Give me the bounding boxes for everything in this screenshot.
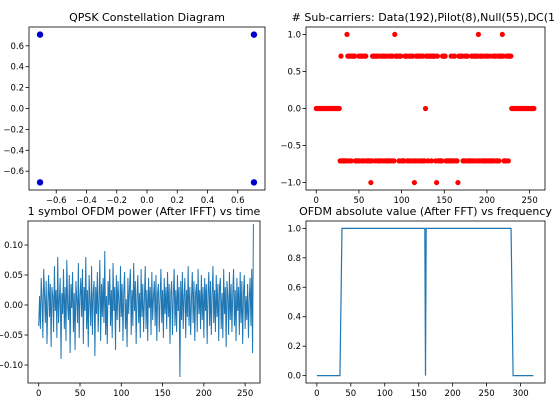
subcarrier-data-point: [454, 158, 460, 164]
chart-title: 1 symbol OFDM power (After IFFT) vs time: [28, 205, 261, 218]
x-tick-label: 250: [522, 196, 538, 206]
plot-area: [38, 223, 254, 378]
y-tick-label: 0.6: [10, 42, 24, 52]
x-tick-label: −0.4: [76, 196, 97, 206]
y-tick-label: −1.0: [280, 179, 301, 189]
x-tick-label: 0: [314, 389, 319, 399]
y-tick-label: 0.00: [4, 301, 23, 311]
subcarrier-data-point: [434, 53, 441, 59]
chart-title: # Sub-carriers: Data(192),Pilot(8),Null(…: [292, 11, 555, 24]
x-tick-label: 0.0: [140, 196, 154, 206]
x-tick-label: 0: [36, 389, 41, 399]
subcarrier-dc-point: [422, 105, 429, 112]
plot-area: [316, 227, 534, 377]
x-tick-label: 250: [478, 389, 494, 399]
fft-magnitude-line: [316, 227, 534, 377]
x-tick-label: 0.2: [170, 196, 184, 206]
y-tick-label: 0.8: [287, 254, 301, 264]
x-tick-label: 200: [196, 389, 212, 399]
y-tick-label: 1.0: [287, 224, 301, 234]
x-tick-label: 150: [436, 196, 452, 206]
x-tick-label: −0.6: [46, 196, 67, 206]
subcarrier-data-point: [442, 53, 448, 59]
subcarrier-pilot-point: [411, 179, 418, 186]
subcarrier-null-point: [531, 105, 537, 112]
plot-area: [36, 31, 258, 186]
subcarrier-data-point: [348, 158, 354, 164]
subcarrier-pilot-point: [475, 31, 482, 38]
constellation-point: [250, 31, 258, 38]
x-tick-label: −0.2: [106, 196, 127, 206]
subcarrier-data-point: [391, 158, 397, 164]
subcarrier-data-point: [464, 53, 470, 59]
subcarrier-data-point: [338, 53, 344, 59]
y-tick-label: −0.5: [280, 142, 301, 152]
x-tick-label: 0: [314, 196, 319, 206]
subcarrier-pilot-point: [499, 31, 505, 38]
y-tick-label: 0.4: [10, 63, 24, 73]
y-tick-label: 0.6: [287, 283, 301, 293]
constellation-point: [36, 31, 44, 38]
subcarrier-data-point: [496, 158, 502, 164]
subcarrier-data-point: [439, 158, 445, 164]
x-tick-label: 200: [479, 196, 495, 206]
y-tick-label: −0.6: [3, 167, 24, 177]
x-tick-label: 150: [411, 389, 427, 399]
subcarrier-pilot-point: [455, 179, 461, 186]
plot-area: [313, 31, 537, 186]
chart-title: OFDM absolute value (After FFT) vs frequ…: [299, 205, 552, 218]
x-tick-label: 0.6: [231, 196, 245, 206]
x-tick-label: 100: [113, 389, 129, 399]
x-tick-label: 0.4: [201, 196, 215, 206]
constellation-point: [36, 179, 44, 186]
subcarrier-pilot-point: [344, 31, 350, 38]
subcarrier-data-point: [398, 53, 404, 59]
subcarrier-pilot-point: [368, 179, 374, 186]
subplot-4: OFDM absolute value (After FFT) vs frequ…: [287, 205, 552, 399]
y-tick-label: 0.05: [4, 271, 23, 281]
subcarrier-data-point: [363, 53, 369, 59]
subcarrier-data-point: [508, 53, 514, 59]
subplot-3: 1 symbol OFDM power (After IFFT) vs time…: [0, 205, 261, 399]
subcarrier-pilot-point: [433, 179, 440, 186]
subcarrier-data-point: [428, 158, 435, 164]
x-tick-label: 50: [75, 389, 86, 399]
subcarrier-data-point: [505, 158, 511, 164]
plot-frame: [305, 220, 546, 384]
chart-title: QPSK Constellation Diagram: [69, 11, 225, 24]
subcarrier-data-point: [352, 53, 358, 59]
y-tick-label: 0.2: [10, 84, 24, 94]
power-series-line: [38, 223, 254, 378]
x-tick-label: 200: [445, 389, 461, 399]
x-tick-label: 150: [154, 389, 170, 399]
y-tick-label: 0.0: [10, 105, 24, 115]
x-tick-label: 250: [237, 389, 253, 399]
x-tick-label: 100: [393, 196, 409, 206]
y-tick-label: 1.0: [287, 30, 301, 40]
y-tick-label: 0.5: [287, 67, 301, 77]
y-tick-label: −0.4: [3, 146, 24, 156]
x-tick-label: 300: [512, 389, 528, 399]
x-tick-label: 50: [354, 196, 365, 206]
x-tick-label: 50: [345, 389, 356, 399]
subcarrier-pilot-point: [392, 31, 398, 38]
x-tick-label: 100: [377, 389, 393, 399]
y-tick-label: 0.4: [287, 313, 301, 323]
y-tick-label: 0.2: [287, 342, 301, 352]
subplot-1: QPSK Constellation Diagram −0.6 −0.4 −0.2 0.…: [3, 11, 266, 206]
y-tick-label: −0.10: [0, 361, 23, 371]
y-tick-label: 0.0: [287, 372, 301, 382]
y-tick-label: 0.0: [287, 105, 301, 115]
plot-frame: [27, 220, 261, 384]
constellation-point: [250, 179, 258, 186]
y-tick-label: −0.2: [3, 125, 24, 135]
subplot-2: # Sub-carriers: Data(192),Pilot(8),Null(…: [280, 11, 555, 206]
subcarrier-data-point: [451, 53, 458, 59]
y-tick-label: 0.10: [4, 241, 23, 251]
y-tick-label: −0.05: [0, 331, 23, 341]
subcarrier-null-point: [336, 105, 342, 112]
